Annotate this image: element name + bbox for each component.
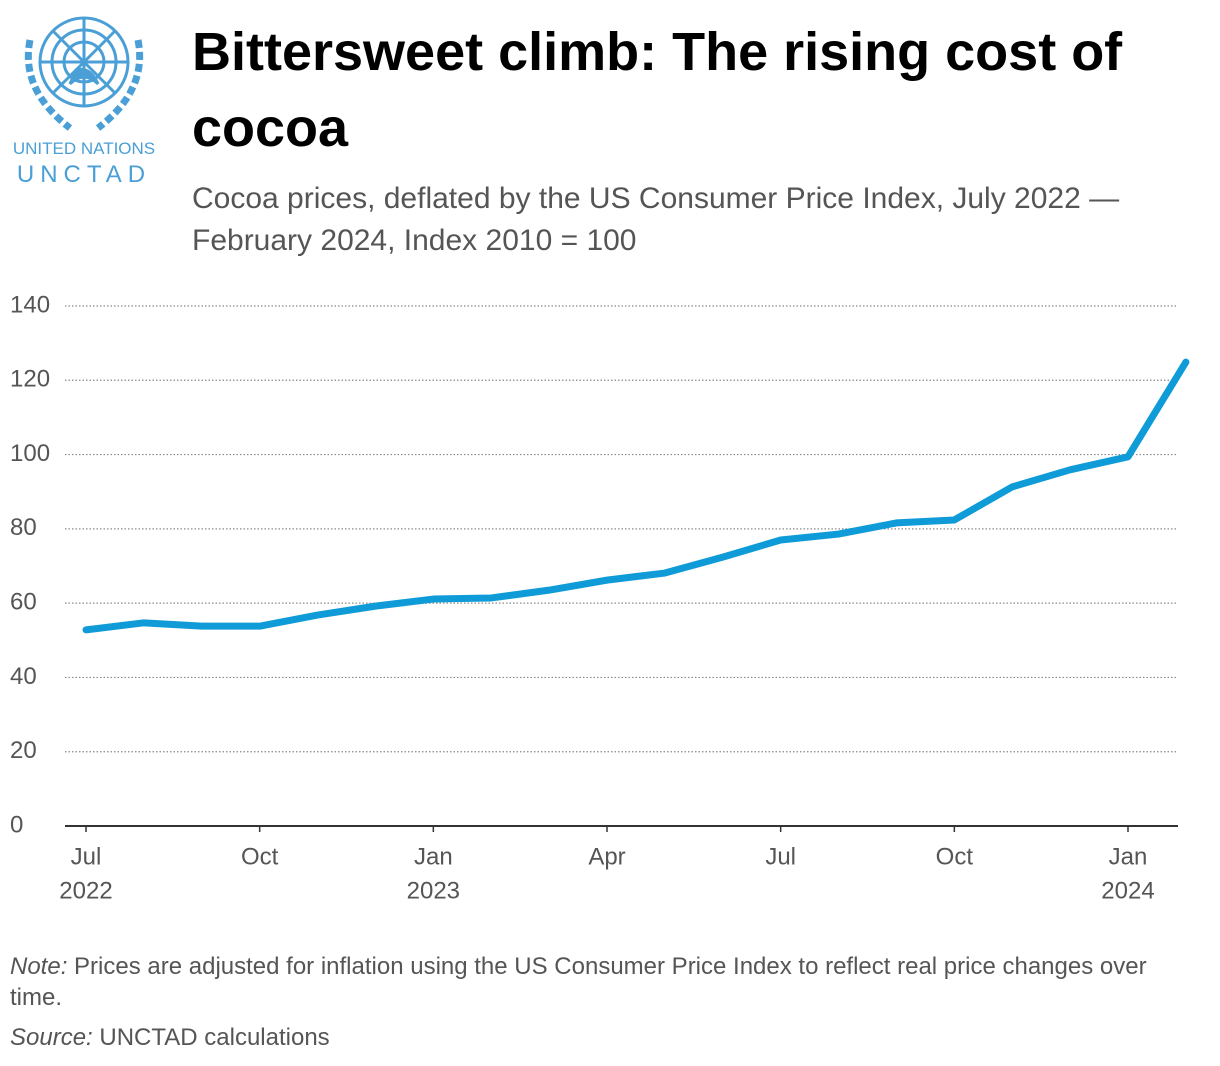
- data-line: [82, 358, 1190, 634]
- x-tick-label: Jul: [71, 843, 102, 870]
- x-tick-label: Oct: [936, 843, 974, 870]
- source: Source: UNCTAD calculations: [10, 1024, 330, 1052]
- note-text: Prices are adjusted for inflation using …: [10, 953, 1147, 1011]
- source-label: Source:: [10, 1024, 93, 1051]
- x-tick-label: Oct: [241, 843, 279, 870]
- note-label: Note:: [10, 953, 68, 980]
- x-tick-label: Apr: [588, 843, 625, 870]
- chart-title: Bittersweet climb: The rising cost of co…: [192, 22, 1123, 158]
- y-tick-label: 40: [10, 663, 37, 690]
- y-tick-label: 0: [10, 811, 23, 838]
- x-year-label: 2022: [59, 877, 112, 904]
- y-tick-label: 100: [10, 440, 50, 467]
- x-tick-label: Jul: [765, 843, 796, 870]
- logo: [24, 16, 144, 131]
- chart-subtitle: Cocoa prices, deflated by the US Consume…: [192, 182, 1120, 257]
- source-text: UNCTAD calculations: [99, 1024, 330, 1051]
- y-tick-label: 140: [10, 291, 50, 318]
- x-year-label: 2024: [1101, 877, 1154, 904]
- logo-line1: UNITED NATIONS: [13, 139, 155, 158]
- x-tick-label: Jan: [414, 843, 453, 870]
- note: Note: Prices are adjusted for inflation …: [10, 951, 1190, 1013]
- y-tick-label: 120: [10, 366, 50, 393]
- y-tick-label: 20: [10, 737, 37, 764]
- x-year-label: 2023: [407, 877, 460, 904]
- logo-line2: UNCTAD: [17, 161, 151, 188]
- x-tick-label: Jan: [1109, 843, 1148, 870]
- y-tick-label: 80: [10, 514, 37, 541]
- y-tick-label: 60: [10, 588, 37, 615]
